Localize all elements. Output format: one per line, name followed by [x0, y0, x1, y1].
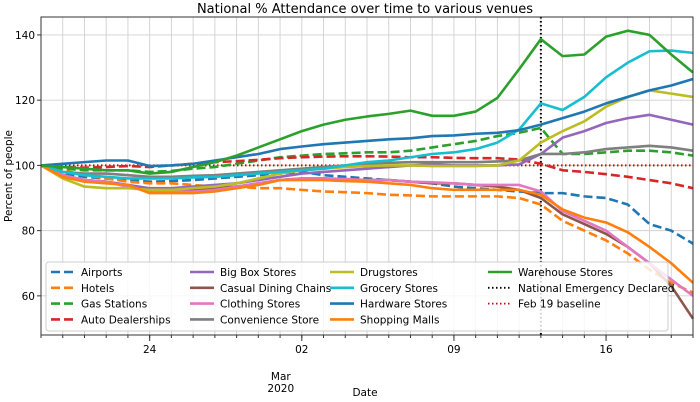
y-tick-label: 60: [22, 291, 35, 303]
series-line-hotels: [40, 164, 694, 294]
legend-label: Warehouse Stores: [518, 267, 613, 279]
legend-label: Auto Dealerships: [81, 314, 171, 326]
y-tick-label: 100: [15, 160, 35, 172]
x-tick-label: 16: [599, 344, 613, 356]
x-tick-label: 09: [447, 344, 460, 356]
series-line-warehouse-stores: [40, 29, 694, 175]
x-axis-label: Date: [352, 387, 377, 399]
series-line-gas-stations: [40, 126, 694, 174]
chart-title: National % Attendance over time to vario…: [197, 2, 533, 17]
legend-label: Convenience Store: [220, 314, 319, 326]
legend-label: Hotels: [81, 283, 114, 295]
legend: Airports Hotels Gas Stations Auto Dealershi…: [45, 261, 675, 332]
legend-label: Gas Stations: [81, 299, 147, 311]
legend-box: [45, 261, 669, 332]
legend-label: Casual Dining Chains: [220, 283, 331, 295]
series-line-drugstores: [40, 89, 694, 192]
x-tick-sublabel: 2020: [267, 383, 294, 395]
legend-label: Feb 19 baseline: [518, 299, 601, 311]
series-line-airports: [40, 164, 694, 245]
series-line-shopping-malls: [40, 164, 694, 284]
x-tick-sublabel: Mar: [271, 371, 291, 383]
y-tick-label: 120: [15, 95, 35, 107]
legend-label: Shopping Malls: [360, 314, 439, 326]
x-tick-label: 24: [143, 344, 157, 356]
series-line-big-box-stores: [40, 113, 694, 190]
legend-label: Big Box Stores: [220, 267, 296, 279]
legend-label: Clothing Stores: [220, 299, 300, 311]
legend-label: Hardware Stores: [360, 299, 447, 311]
series-line-hardware-stores: [40, 77, 694, 168]
legend-label: Grocery Stores: [360, 283, 438, 295]
legend-label: Drugstores: [360, 267, 418, 279]
series-group: [40, 29, 695, 320]
series-line-grocery-stores: [40, 49, 694, 180]
y-tick-label: 140: [15, 30, 35, 42]
legend-label: National Emergency Declared: [518, 283, 675, 295]
y-tick-label: 80: [22, 226, 35, 238]
series-line-convenience-store: [40, 144, 694, 179]
series-line-clothing-stores: [40, 164, 694, 297]
y-axis-label: Percent of people: [3, 130, 15, 222]
x-tick-label: 02: [295, 344, 308, 356]
legend-label: Airports: [81, 267, 122, 279]
